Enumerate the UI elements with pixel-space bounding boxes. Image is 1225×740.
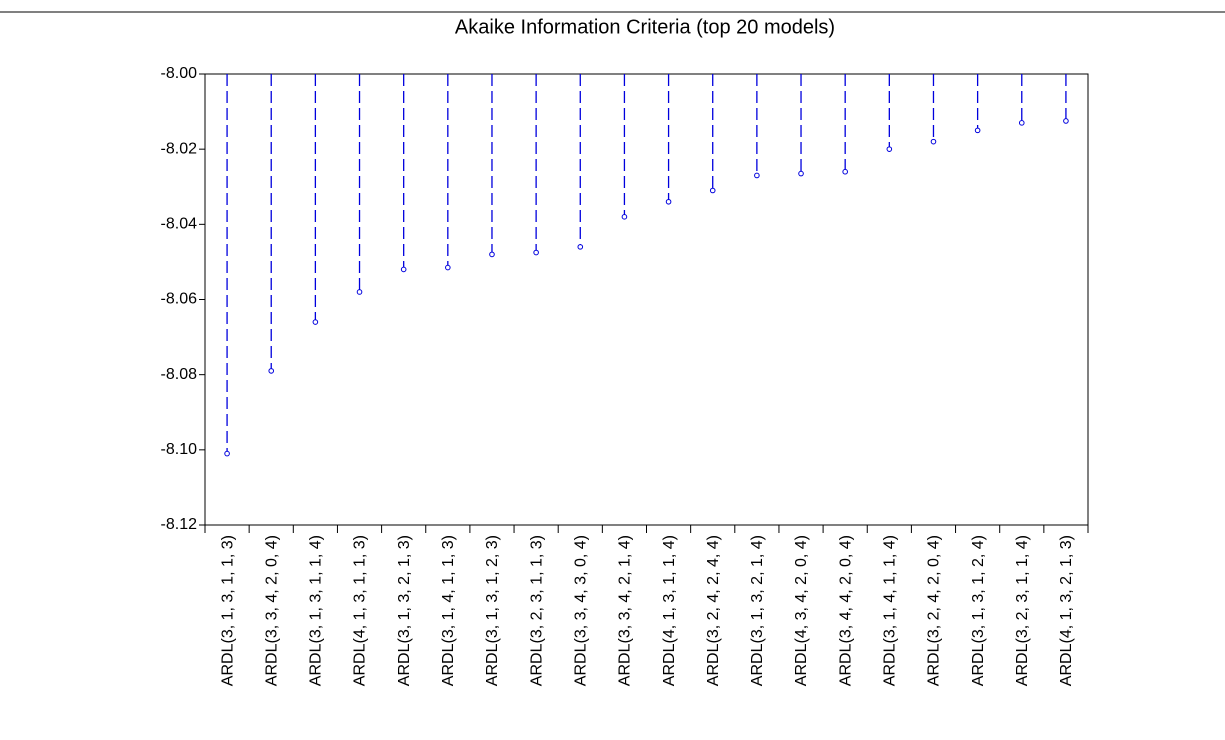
x-tick-label: ARDL(3, 1, 3, 1, 1, 4)	[308, 535, 325, 686]
x-tick-label: ARDL(3, 2, 3, 1, 1, 4)	[1014, 535, 1031, 686]
chart-title: Akaike Information Criteria (top 20 mode…	[455, 16, 835, 38]
x-tick-label: ARDL(3, 1, 3, 1, 2, 3)	[484, 535, 501, 686]
y-tick-label: -8.10	[161, 441, 198, 458]
stem-marker	[974, 127, 981, 134]
stem-marker	[798, 170, 804, 177]
stem-marker	[621, 214, 628, 220]
x-tick-label: ARDL(3, 3, 4, 2, 0, 4)	[263, 535, 280, 686]
x-tick-label: ARDL(3, 2, 4, 2, 0, 4)	[926, 535, 943, 686]
y-tick-label: -8.00	[161, 65, 198, 82]
y-tick-label: -8.08	[161, 366, 198, 383]
stem-marker	[665, 198, 672, 205]
stem-marker	[268, 368, 275, 374]
x-tick-label: ARDL(3, 2, 3, 1, 1, 3)	[528, 535, 545, 686]
x-tick-label: ARDL(3, 1, 3, 1, 2, 4)	[970, 535, 987, 686]
x-tick-label: ARDL(4, 1, 3, 1, 1, 4)	[661, 535, 678, 686]
x-tick-label: ARDL(3, 3, 4, 2, 1, 4)	[617, 535, 634, 686]
stem-marker	[533, 249, 539, 256]
x-tick-label: ARDL(3, 2, 4, 2, 4, 4)	[705, 535, 722, 686]
x-tick-label: ARDL(3, 4, 4, 2, 0, 4)	[837, 535, 854, 686]
stem-marker	[400, 266, 407, 273]
x-tick-label: ARDL(3, 3, 4, 3, 0, 4)	[572, 535, 589, 686]
stem-marker	[312, 319, 319, 325]
x-tick-label: ARDL(3, 1, 4, 1, 1, 3)	[440, 535, 457, 686]
stem-marker	[489, 251, 495, 258]
y-tick-label: -8.06	[161, 291, 198, 308]
stem-marker	[886, 146, 893, 152]
stem-marker	[842, 168, 848, 175]
stem-marker	[445, 264, 451, 271]
stem-marker	[1018, 120, 1025, 126]
x-tick-label: ARDL(4, 1, 3, 2, 1, 3)	[1058, 535, 1075, 686]
x-tick-label: ARDL(3, 1, 3, 1, 1, 3)	[219, 535, 236, 686]
stem-marker	[709, 187, 716, 194]
y-tick-label: -8.04	[161, 216, 198, 233]
stem-marker	[1063, 118, 1069, 124]
x-tick-label: ARDL(3, 1, 3, 2, 1, 3)	[396, 535, 413, 686]
x-tick-label: ARDL(4, 1, 3, 1, 1, 3)	[352, 535, 369, 686]
plot-frame	[204, 73, 1089, 526]
stem-marker	[754, 172, 760, 179]
stem-marker	[224, 450, 230, 457]
y-tick-label: -8.12	[161, 516, 198, 533]
x-tick-label: ARDL(3, 1, 4, 1, 1, 4)	[882, 535, 899, 686]
x-tick-label: ARDL(4, 3, 4, 2, 0, 4)	[793, 535, 810, 686]
x-tick-label: ARDL(3, 1, 3, 2, 1, 4)	[749, 535, 766, 686]
stem-marker	[930, 138, 937, 145]
y-tick-label: -8.02	[161, 140, 198, 157]
stem-marker	[577, 244, 584, 250]
stem-marker	[356, 289, 363, 295]
